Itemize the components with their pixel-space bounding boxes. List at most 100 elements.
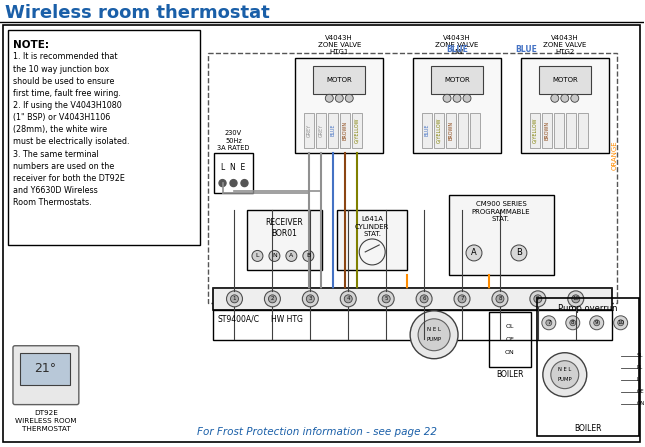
Text: DT92E
WIRELESS ROOM
THERMOSTAT: DT92E WIRELESS ROOM THERMOSTAT bbox=[15, 409, 77, 432]
Circle shape bbox=[264, 291, 281, 307]
Text: 10: 10 bbox=[617, 320, 624, 325]
Bar bbox=[213, 288, 611, 310]
Text: L: L bbox=[255, 253, 259, 258]
Text: PL: PL bbox=[637, 365, 643, 370]
Text: SL: SL bbox=[637, 353, 643, 358]
Text: BOILER: BOILER bbox=[574, 424, 602, 433]
Bar bbox=[554, 113, 564, 148]
Text: 10: 10 bbox=[572, 296, 579, 301]
Bar bbox=[213, 310, 611, 340]
Bar bbox=[248, 210, 322, 270]
Bar bbox=[542, 113, 552, 148]
Text: B: B bbox=[306, 253, 310, 258]
Text: 1: 1 bbox=[233, 296, 236, 301]
Circle shape bbox=[530, 291, 546, 307]
Bar bbox=[328, 113, 338, 148]
Text: L641A
CYLINDER
STAT.: L641A CYLINDER STAT. bbox=[355, 216, 390, 237]
Circle shape bbox=[410, 311, 458, 358]
Text: N E L: N E L bbox=[427, 327, 441, 332]
Text: BROWN: BROWN bbox=[342, 121, 348, 140]
Circle shape bbox=[453, 94, 461, 102]
Text: BROWN: BROWN bbox=[544, 121, 550, 140]
Circle shape bbox=[416, 291, 432, 307]
Text: V4043H
ZONE VALVE
HTG1: V4043H ZONE VALVE HTG1 bbox=[317, 35, 361, 55]
Circle shape bbox=[454, 291, 470, 307]
Text: GREY: GREY bbox=[319, 123, 324, 137]
Circle shape bbox=[219, 180, 226, 186]
Text: MOTOR: MOTOR bbox=[552, 77, 578, 83]
Text: 1. It is recommended that
the 10 way junction box
should be used to ensure
first: 1. It is recommended that the 10 way jun… bbox=[13, 52, 130, 207]
Text: ORANGE: ORANGE bbox=[611, 140, 618, 170]
Text: ON: ON bbox=[637, 401, 645, 406]
Circle shape bbox=[443, 94, 451, 102]
Text: B: B bbox=[516, 249, 522, 257]
Circle shape bbox=[492, 291, 508, 307]
Circle shape bbox=[571, 94, 579, 102]
Bar bbox=[578, 113, 588, 148]
Text: 8: 8 bbox=[571, 320, 575, 325]
Circle shape bbox=[543, 353, 587, 396]
Bar bbox=[434, 113, 444, 148]
Circle shape bbox=[345, 94, 353, 102]
Text: MOTOR: MOTOR bbox=[444, 77, 470, 83]
Text: 6: 6 bbox=[422, 296, 426, 301]
Text: 5: 5 bbox=[384, 296, 388, 301]
FancyBboxPatch shape bbox=[13, 346, 79, 405]
Bar bbox=[352, 113, 362, 148]
Bar bbox=[8, 30, 199, 245]
Circle shape bbox=[618, 320, 624, 326]
Bar bbox=[537, 298, 639, 435]
Text: N: N bbox=[272, 253, 277, 258]
Circle shape bbox=[546, 320, 552, 326]
Bar bbox=[213, 153, 253, 193]
Circle shape bbox=[551, 361, 579, 388]
Bar bbox=[422, 113, 432, 148]
Circle shape bbox=[306, 295, 314, 303]
Circle shape bbox=[463, 94, 471, 102]
Circle shape bbox=[542, 316, 556, 330]
Text: BLUE: BLUE bbox=[515, 45, 537, 55]
Circle shape bbox=[571, 295, 580, 303]
Text: 21°: 21° bbox=[34, 362, 56, 375]
Text: NOTE:: NOTE: bbox=[13, 40, 49, 51]
Text: 7: 7 bbox=[461, 296, 464, 301]
Bar bbox=[431, 66, 483, 94]
Circle shape bbox=[566, 316, 580, 330]
Text: 8: 8 bbox=[498, 296, 502, 301]
Text: HW HTG: HW HTG bbox=[272, 315, 303, 324]
Circle shape bbox=[226, 291, 243, 307]
Circle shape bbox=[303, 291, 319, 307]
Circle shape bbox=[341, 291, 356, 307]
Text: BLUE: BLUE bbox=[424, 124, 430, 136]
Circle shape bbox=[561, 94, 569, 102]
Text: A: A bbox=[471, 249, 477, 257]
Text: L: L bbox=[637, 377, 640, 382]
Circle shape bbox=[458, 295, 466, 303]
Bar bbox=[20, 353, 70, 385]
Bar bbox=[470, 113, 480, 148]
Circle shape bbox=[325, 94, 333, 102]
Circle shape bbox=[269, 250, 280, 261]
Circle shape bbox=[466, 245, 482, 261]
Bar bbox=[489, 312, 531, 367]
Text: OE: OE bbox=[637, 389, 644, 394]
Text: Wireless room thermostat: Wireless room thermostat bbox=[5, 4, 270, 22]
Circle shape bbox=[551, 94, 559, 102]
Text: ST9400A/C: ST9400A/C bbox=[217, 315, 259, 324]
Bar bbox=[295, 59, 383, 153]
Text: GREY: GREY bbox=[307, 123, 312, 137]
Text: 3: 3 bbox=[308, 296, 312, 301]
Text: V4043H
ZONE VALVE
HW: V4043H ZONE VALVE HW bbox=[435, 35, 479, 55]
Circle shape bbox=[511, 245, 527, 261]
Text: 9: 9 bbox=[595, 320, 599, 325]
Circle shape bbox=[252, 250, 263, 261]
Text: 9: 9 bbox=[536, 296, 540, 301]
Bar bbox=[208, 53, 617, 303]
Circle shape bbox=[286, 250, 297, 261]
Text: A: A bbox=[289, 253, 293, 258]
Bar bbox=[449, 195, 554, 275]
Text: L  N  E: L N E bbox=[221, 163, 246, 172]
Circle shape bbox=[378, 291, 394, 307]
Circle shape bbox=[418, 319, 450, 351]
Circle shape bbox=[594, 320, 600, 326]
